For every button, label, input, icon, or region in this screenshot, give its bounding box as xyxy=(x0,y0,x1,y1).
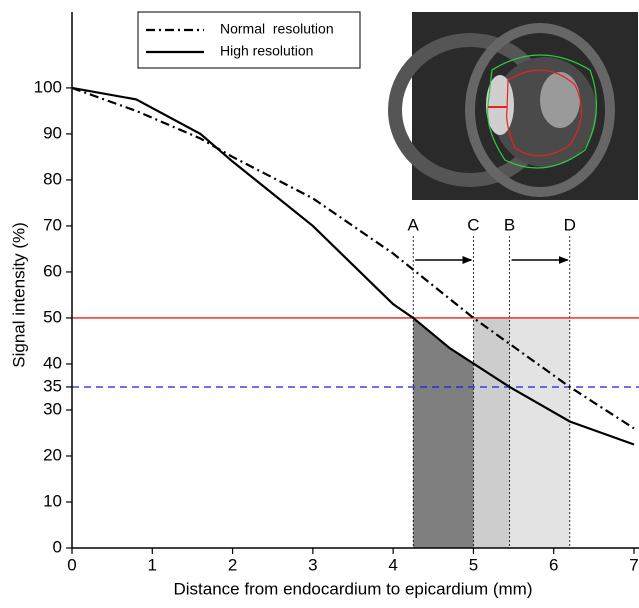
shaded-region xyxy=(509,317,570,548)
legend-label: Normal resolution xyxy=(220,21,334,37)
y-tick-label: 60 xyxy=(43,261,62,280)
y-tick-label: 20 xyxy=(43,445,62,464)
y-tick-label: 100 xyxy=(34,77,62,96)
marker-label: B xyxy=(504,215,515,234)
y-tick-label: 50 xyxy=(43,307,62,326)
y-tick-label: 80 xyxy=(43,169,62,188)
x-axis-label: Distance from endocardium to epicardium … xyxy=(173,579,532,598)
x-tick-label: 0 xyxy=(67,555,76,574)
y-axis-label: Signal intensity (%) xyxy=(9,222,28,368)
inset-image xyxy=(388,12,638,200)
plot-area xyxy=(412,236,571,548)
y-tick-label: 0 xyxy=(53,537,62,556)
legend-label: High resolution xyxy=(220,43,313,59)
x-tick-label: 7 xyxy=(629,555,638,574)
y-tick-label: 70 xyxy=(43,215,62,234)
y-tick-label: 40 xyxy=(43,353,62,372)
legend xyxy=(137,11,361,69)
y-tick-label: 35 xyxy=(43,376,62,395)
x-tick-label: 3 xyxy=(308,555,317,574)
marker-label: C xyxy=(467,215,479,234)
x-tick-label: 2 xyxy=(228,555,237,574)
data-line xyxy=(71,86,635,446)
shaded-region xyxy=(473,317,510,548)
marker-label: A xyxy=(408,215,420,234)
marker-label: D xyxy=(564,215,576,234)
x-tick-label: 6 xyxy=(549,555,558,574)
x-tick-label: 1 xyxy=(148,555,157,574)
y-tick-label: 30 xyxy=(43,399,62,418)
shaded-region xyxy=(413,317,474,548)
y-tick-label: 90 xyxy=(43,123,62,142)
y-tick-label: 10 xyxy=(43,491,62,510)
x-tick-label: 5 xyxy=(469,555,478,574)
x-tick-label: 4 xyxy=(388,555,397,574)
